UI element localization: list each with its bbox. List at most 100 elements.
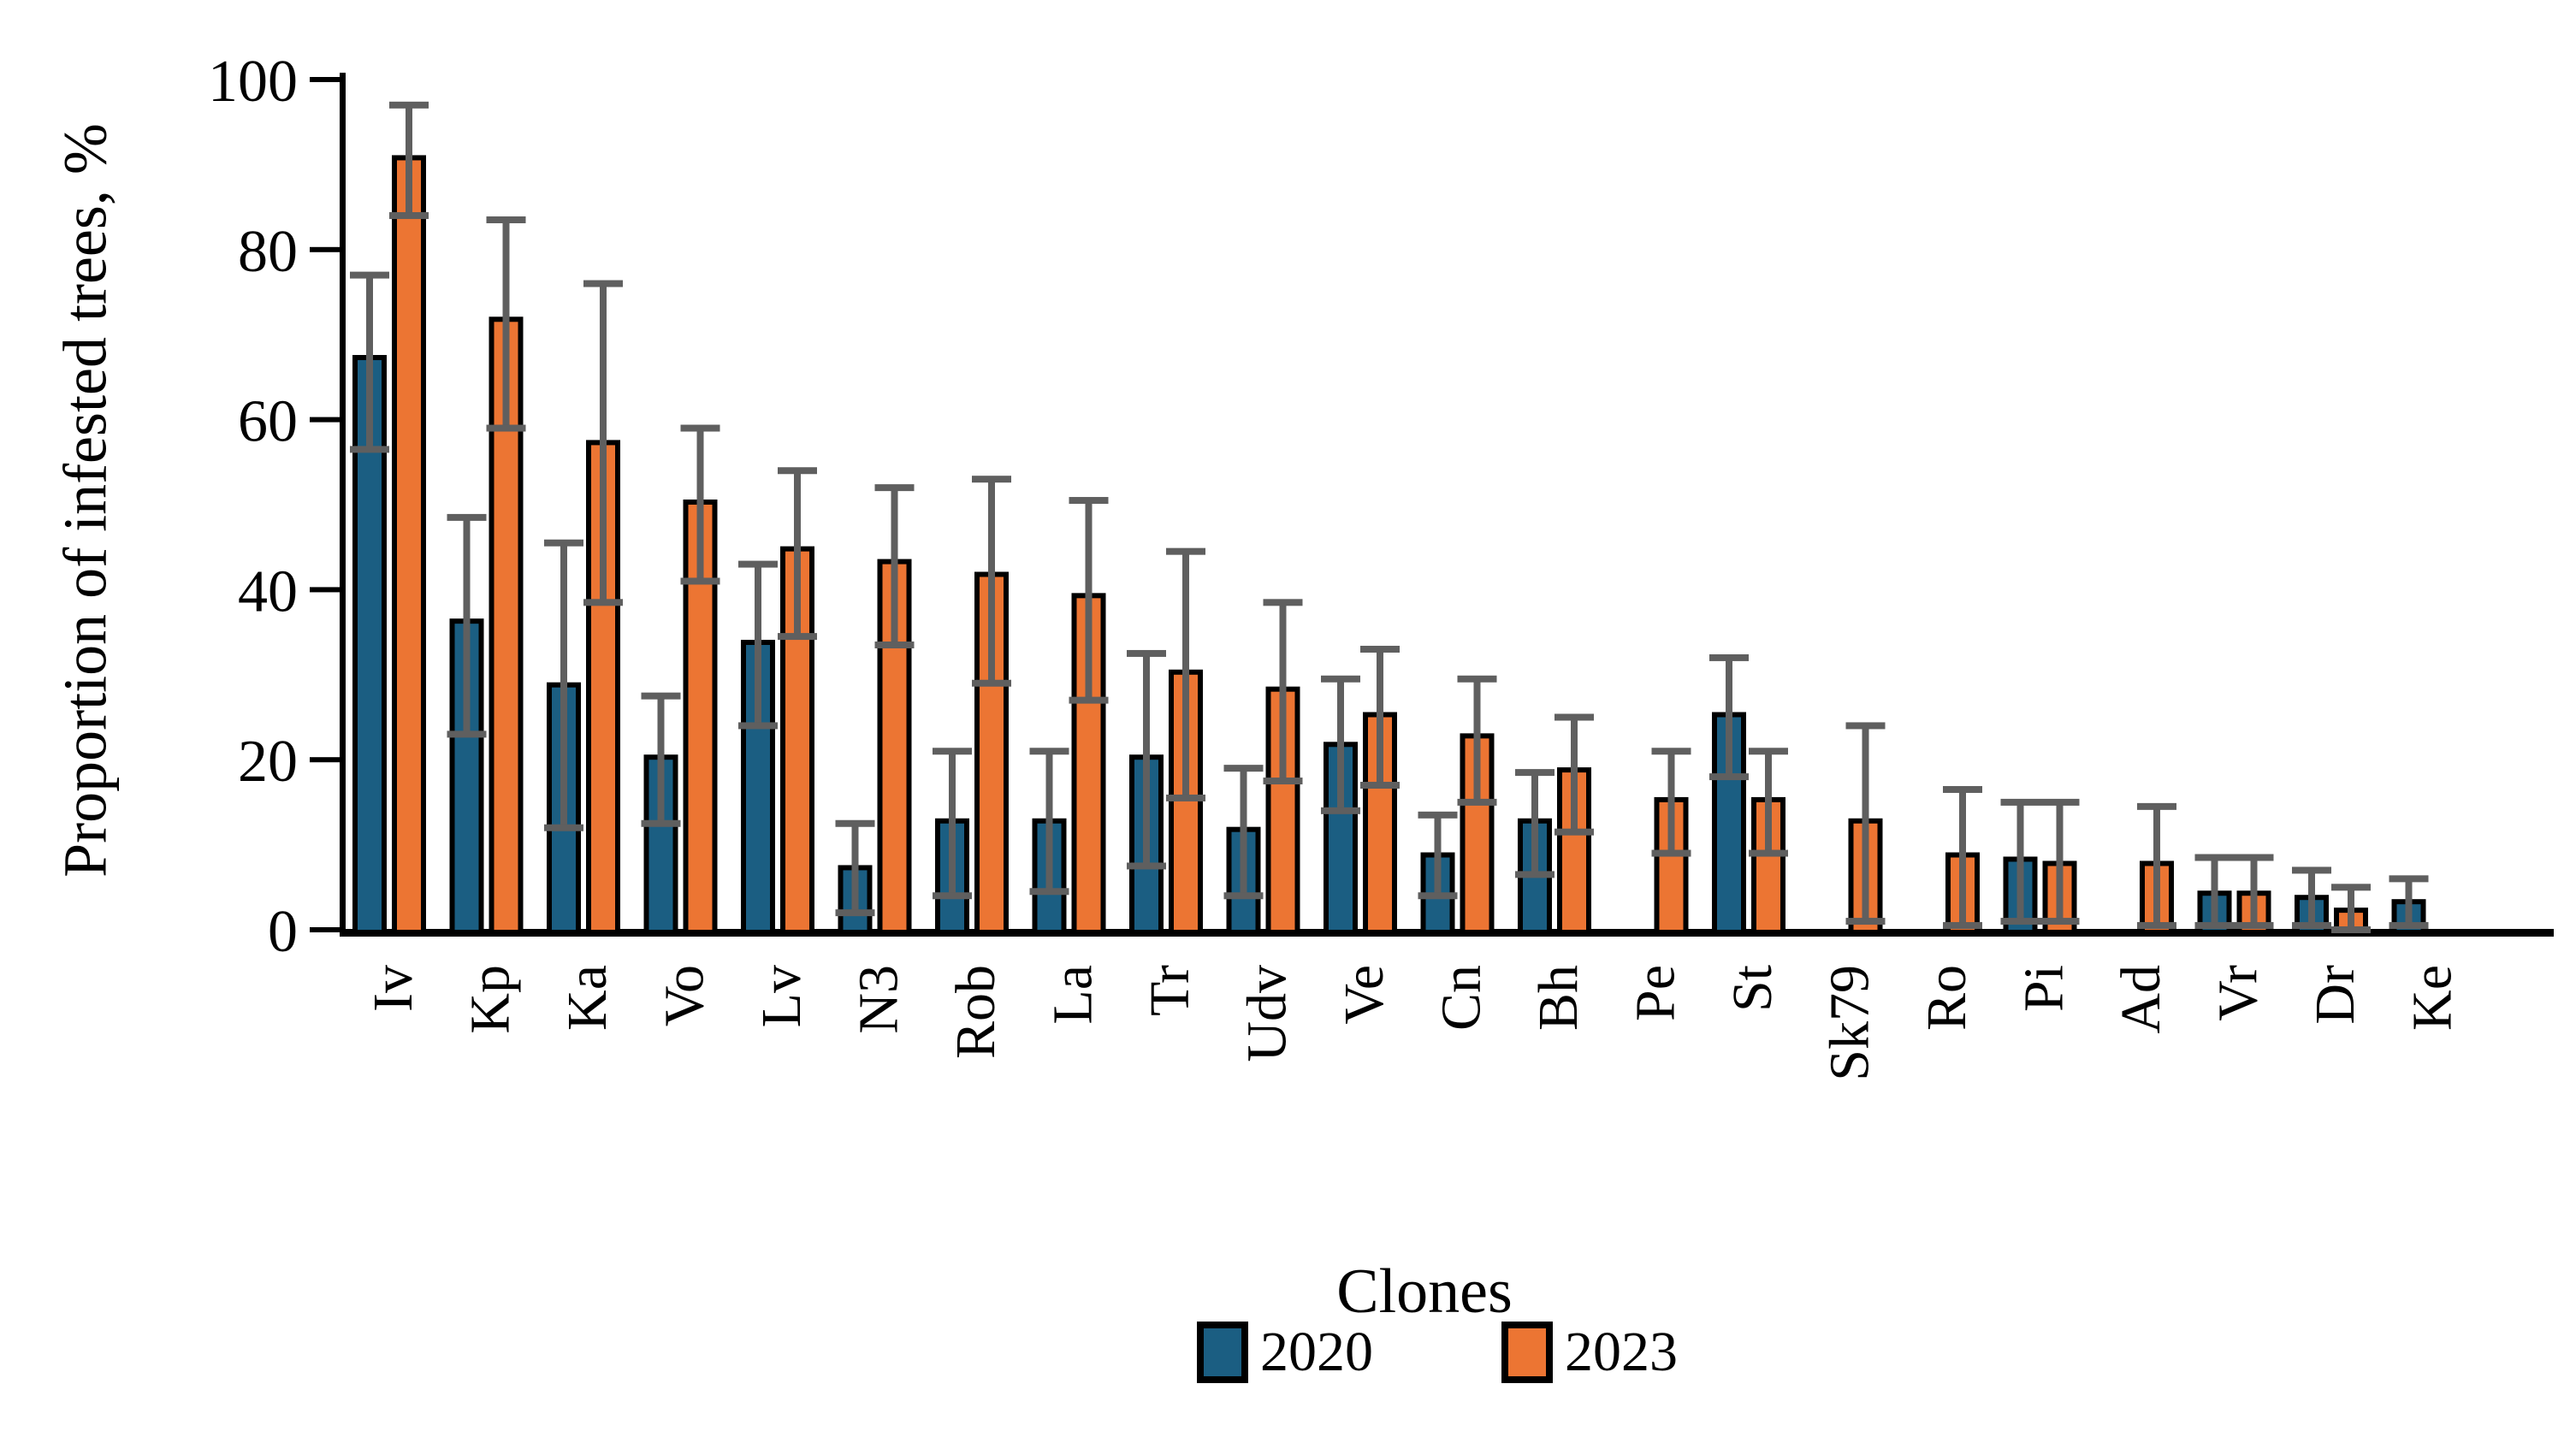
error-line-2020-Ve xyxy=(1337,678,1344,811)
error-line-2020-Pi xyxy=(2016,801,2024,922)
y-tick xyxy=(310,77,340,82)
error-line-2023-Tr xyxy=(1182,551,1189,798)
error-cap-top-2023-Dr xyxy=(2331,884,2371,891)
error-cap-bottom-2023-Ad xyxy=(2137,922,2176,930)
error-cap-top-2023-Tr xyxy=(1166,547,1205,555)
legend-swatch-2020 xyxy=(1197,1322,1248,1383)
error-cap-bottom-2020-Iv xyxy=(350,446,389,453)
error-cap-bottom-2023-Iv xyxy=(389,212,429,220)
error-cap-top-2023-Udv xyxy=(1263,599,1303,606)
error-cap-top-2023-Lv xyxy=(778,467,817,475)
error-cap-bottom-2023-Pi xyxy=(2040,918,2080,925)
error-line-2023-N3 xyxy=(891,488,898,646)
x-axis-title: Clones xyxy=(1336,1257,1513,1327)
error-line-2023-Ro xyxy=(1959,789,1966,926)
error-line-2023-Ve xyxy=(1377,648,1383,786)
error-cap-bottom-2023-Kp xyxy=(486,424,526,432)
error-cap-bottom-2023-N3 xyxy=(874,642,915,649)
error-cap-bottom-2020-Bh xyxy=(1515,871,1554,878)
error-cap-top-2020-Dr xyxy=(2292,866,2331,874)
error-cap-bottom-2020-Ka xyxy=(544,824,583,831)
error-line-2023-Iv xyxy=(406,104,412,216)
error-cap-bottom-2020-Dr xyxy=(2292,922,2331,930)
error-cap-top-2020-Kp xyxy=(447,513,487,521)
error-cap-bottom-2023-La xyxy=(1069,696,1109,704)
error-cap-top-2023-St xyxy=(1749,748,1788,755)
error-cap-bottom-2020-Vr xyxy=(2194,922,2235,930)
error-line-2020-Tr xyxy=(1143,653,1150,866)
error-line-2020-Rob xyxy=(949,751,956,896)
x-category-label: Ka xyxy=(556,965,619,1031)
x-category-label: Sk79 xyxy=(1819,965,1881,1081)
error-line-2023-Sk79 xyxy=(1862,725,1869,922)
error-cap-top-2023-Ka xyxy=(583,280,623,287)
error-line-2023-Lv xyxy=(794,470,801,637)
error-cap-top-2023-Rob xyxy=(972,476,1011,483)
error-line-2020-La xyxy=(1045,751,1053,892)
error-cap-bottom-2020-Kp xyxy=(447,730,487,738)
error-line-2023-Ka xyxy=(600,283,607,603)
error-cap-top-2020-Iv xyxy=(350,271,389,279)
legend-item-2020: 2020 xyxy=(1197,1322,1373,1383)
x-category-label: Ke xyxy=(2401,965,2464,1031)
x-category-label: Dr xyxy=(2304,965,2366,1025)
error-cap-top-2020-St xyxy=(1709,653,1749,661)
error-cap-bottom-2020-St xyxy=(1709,773,1749,781)
error-line-2023-Vr xyxy=(2250,857,2258,926)
error-cap-top-2023-Ve xyxy=(1360,645,1400,653)
x-category-label: Pi xyxy=(2013,965,2076,1012)
x-category-label: St xyxy=(1721,965,1784,1012)
error-cap-top-2023-Ro xyxy=(1943,785,1982,793)
error-cap-bottom-2023-Rob xyxy=(972,679,1011,687)
x-category-label: Lv xyxy=(750,965,813,1027)
x-axis-line xyxy=(340,929,2554,937)
y-tick xyxy=(310,246,340,252)
legend-item-2023: 2023 xyxy=(1501,1322,1678,1383)
error-cap-top-2023-Ad xyxy=(2137,802,2176,810)
error-cap-top-2020-Ka xyxy=(544,539,583,547)
error-cap-top-2023-Bh xyxy=(1554,713,1594,721)
error-line-2023-Vo xyxy=(696,428,704,582)
error-line-2023-Pe xyxy=(1667,751,1675,854)
y-tick xyxy=(310,587,340,593)
error-cap-top-2023-Vr xyxy=(2234,854,2274,861)
x-category-label: Iv xyxy=(362,965,424,1012)
error-line-2020-Dr xyxy=(2308,870,2315,926)
error-cap-top-2023-N3 xyxy=(874,484,915,492)
y-axis-title: Proportion of infested trees, % xyxy=(50,123,120,878)
error-cap-top-2023-Pe xyxy=(1651,748,1691,755)
x-category-label: Cn xyxy=(1430,965,1493,1031)
y-tick-label: 20 xyxy=(238,729,298,795)
x-category-label: N3 xyxy=(848,965,910,1034)
y-tick-label: 40 xyxy=(238,559,298,624)
error-cap-bottom-2020-Cn xyxy=(1418,892,1458,900)
error-cap-bottom-2023-Vr xyxy=(2234,922,2274,930)
error-cap-top-2023-Kp xyxy=(486,216,526,224)
error-line-2023-Udv xyxy=(1279,602,1287,782)
error-cap-bottom-2020-Tr xyxy=(1127,862,1166,870)
bar-2020-Iv xyxy=(358,360,382,930)
error-line-2020-N3 xyxy=(851,823,859,914)
error-line-2023-La xyxy=(1085,500,1093,701)
error-cap-bottom-2020-Udv xyxy=(1223,892,1264,900)
error-cap-bottom-2023-Ka xyxy=(583,599,623,606)
y-tick-label: 100 xyxy=(208,49,298,115)
error-cap-top-2023-Sk79 xyxy=(1845,722,1886,730)
error-cap-bottom-2020-Rob xyxy=(933,892,972,900)
y-tick xyxy=(310,417,340,423)
error-cap-top-2023-Pi xyxy=(2040,798,2080,806)
legend-swatch-2023 xyxy=(1501,1322,1553,1383)
error-line-2023-Kp xyxy=(502,220,510,429)
error-cap-top-2020-Ke xyxy=(2389,875,2429,883)
error-cap-top-2020-Bh xyxy=(1515,769,1554,777)
legend-label-2023: 2023 xyxy=(1565,1321,1678,1383)
legend: 2020 2023 xyxy=(1197,1322,1678,1383)
error-cap-bottom-2023-Sk79 xyxy=(1845,918,1886,925)
x-category-label: Ad xyxy=(2110,965,2172,1034)
y-tick-label: 0 xyxy=(268,899,298,965)
error-cap-bottom-2023-Ro xyxy=(1943,922,1982,930)
error-cap-top-2020-Cn xyxy=(1418,811,1458,819)
error-cap-top-2020-Udv xyxy=(1223,765,1264,772)
